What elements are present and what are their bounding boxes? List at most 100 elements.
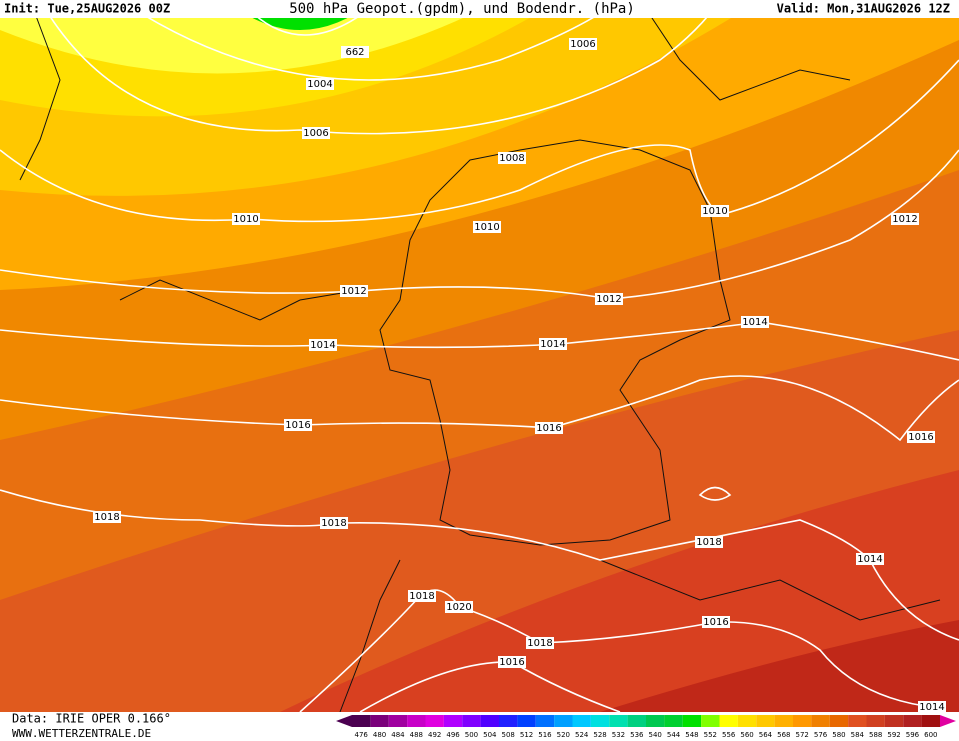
colorbar-box (682, 715, 702, 727)
contour-label-box (741, 316, 769, 328)
map-title: 500 hPa Geopot.(gpdm), und Bodendr. (hPa… (289, 1, 635, 17)
colorbar-label: 576 (814, 731, 828, 739)
contour-label: 1004 (307, 79, 332, 90)
colorbar-box (425, 715, 444, 727)
header-bar (0, 0, 959, 18)
contour-label-box (302, 127, 330, 139)
contour-label: 1010 (702, 206, 727, 217)
colorbar-box (719, 715, 738, 727)
contour-label-box (695, 536, 723, 548)
colorbar-label: 544 (667, 731, 681, 739)
contour-label-box (535, 422, 563, 434)
isobars (0, 0, 959, 641)
colorbar-box (903, 715, 922, 727)
colorbar-box (793, 715, 812, 727)
contour-label: 662 (345, 47, 364, 58)
contour-label-box (539, 338, 567, 350)
colorbar-box (829, 715, 849, 727)
contour-label-box (498, 152, 526, 164)
contour-label: 1018 (696, 537, 721, 548)
colorbar-box (737, 715, 757, 727)
contour-label-box (702, 616, 730, 628)
colorbar-label: 600 (924, 731, 937, 739)
colorbar-box (499, 715, 518, 727)
contour-label: 1018 (321, 518, 346, 529)
contour-label: 1016 (703, 617, 728, 628)
contour-label: 1014 (540, 339, 565, 350)
colorbar-label: 584 (851, 731, 865, 739)
contour-label-box (306, 78, 334, 90)
colorbar-label: 524 (575, 731, 589, 739)
contour-label: 1010 (233, 214, 258, 225)
colorbar-box (517, 715, 536, 727)
contour-label: 1006 (303, 128, 328, 139)
colorbar-box (407, 715, 426, 727)
colorbar-box (848, 715, 867, 727)
contour-label-box (701, 205, 729, 217)
contour-label: 1018 (527, 638, 552, 649)
contour-label-box (284, 419, 312, 431)
contour-label: 1016 (499, 657, 524, 668)
colorbar-box (866, 715, 885, 727)
colorbar-label: 532 (612, 731, 625, 739)
colorbar-box (590, 715, 610, 727)
colorbar-label: 592 (887, 731, 900, 739)
contour-label: 1012 (341, 286, 366, 297)
colorbar-arrow-right (940, 715, 956, 727)
colorbar-box (701, 715, 720, 727)
contour-label-box (891, 213, 919, 225)
contour-label-box (408, 590, 436, 602)
contour-label-box (309, 339, 337, 351)
colorbar-box (572, 715, 591, 727)
contour-label: 1006 (570, 39, 595, 50)
colorbar-box (480, 715, 499, 727)
colorbar-label: 484 (391, 731, 405, 739)
colorbar-box (388, 715, 408, 727)
colorbar-box (811, 715, 830, 727)
colorbar-box (352, 715, 371, 727)
contour-label-box (907, 431, 935, 443)
contour-label-box (473, 221, 501, 233)
contour-label: 1018 (409, 591, 434, 602)
contour-label-box (445, 601, 473, 613)
colorbar-label: 556 (722, 731, 736, 739)
map-fill (0, 0, 959, 712)
contour-label: 1008 (499, 153, 524, 164)
colorbar-box (627, 715, 646, 727)
contour-label-box (498, 656, 526, 668)
colorbar-label: 536 (630, 731, 644, 739)
colorbar-box (884, 715, 904, 727)
contour-label: 1016 (285, 420, 310, 431)
colorbar-label: 488 (410, 731, 423, 739)
colorbar-label: 564 (759, 731, 773, 739)
contour-label: 1012 (892, 214, 917, 225)
contour-label-box (595, 293, 623, 305)
contour-label: 1012 (596, 294, 621, 305)
contour-label-box (340, 285, 368, 297)
colorbar-label: 540 (649, 731, 662, 739)
colorbar-label: 580 (832, 731, 845, 739)
colorbar-label: 492 (428, 731, 441, 739)
contour-label: 1016 (908, 432, 933, 443)
colorbar-box (443, 715, 463, 727)
contour-label: 1014 (310, 340, 335, 351)
contour-label-box (569, 38, 597, 50)
contour-label-box (320, 517, 348, 529)
contour-label: 1018 (94, 512, 119, 523)
colorbar-label: 588 (869, 731, 882, 739)
colorbar-label: 548 (685, 731, 698, 739)
colorbar-box (774, 715, 793, 727)
colorbar-box (921, 715, 940, 727)
data-source: Data: IRIE OPER 0.166° (12, 712, 171, 726)
valid-time: Valid: Mon,31AUG2026 12Z (777, 2, 950, 16)
colorbar-label: 480 (373, 731, 386, 739)
colorbar-label: 560 (740, 731, 753, 739)
colorbar-arrow-left (336, 715, 352, 727)
contour-label-box (856, 553, 884, 565)
colorbar-box (646, 715, 665, 727)
contour-label-box (232, 213, 260, 225)
colorbar-box (609, 715, 628, 727)
colorbar-box (535, 715, 555, 727)
